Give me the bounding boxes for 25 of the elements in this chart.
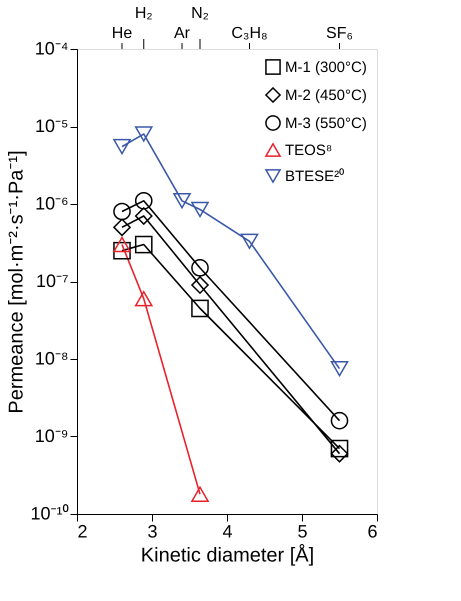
y-axis-title: Permeance [mol·m⁻²·s⁻¹·Pa⁻¹] (5, 150, 28, 414)
annotation: Ar (174, 25, 191, 42)
y-tick-label: 10⁻⁸ (34, 348, 68, 368)
y-tick-label: 10⁻⁵ (35, 116, 68, 136)
annotation: SF₆ (326, 25, 353, 42)
y-tick-label: 10⁻⁶ (35, 194, 68, 214)
annotation: N₂ (191, 5, 209, 22)
legend-label: BTESE²⁰ (285, 168, 344, 185)
x-tick-label: 3 (147, 522, 158, 542)
annotation: He (112, 25, 132, 42)
legend-label: M-2 (450°C) (285, 87, 367, 104)
legend-label: M-3 (550°C) (285, 115, 367, 132)
annotation: C₃H₈ (231, 25, 268, 42)
y-tick-label: 10⁻⁹ (34, 426, 68, 446)
y-tick-label: 10⁻¹⁰ (30, 504, 68, 524)
y-tick-label: 10⁻⁷ (36, 271, 68, 291)
x-tick-label: 4 (222, 522, 233, 542)
x-tick-label: 6 (367, 522, 378, 542)
x-axis-title: Kinetic diameter [Å] (140, 544, 314, 566)
y-tick-label: 10⁻⁴ (34, 38, 68, 58)
legend-label: TEOS⁸ (285, 142, 332, 159)
annotation: H₂ (134, 5, 153, 22)
x-tick-label: 5 (297, 522, 308, 542)
x-tick-label: 2 (78, 522, 88, 542)
legend-label: M-1 (300°C) (285, 59, 367, 76)
